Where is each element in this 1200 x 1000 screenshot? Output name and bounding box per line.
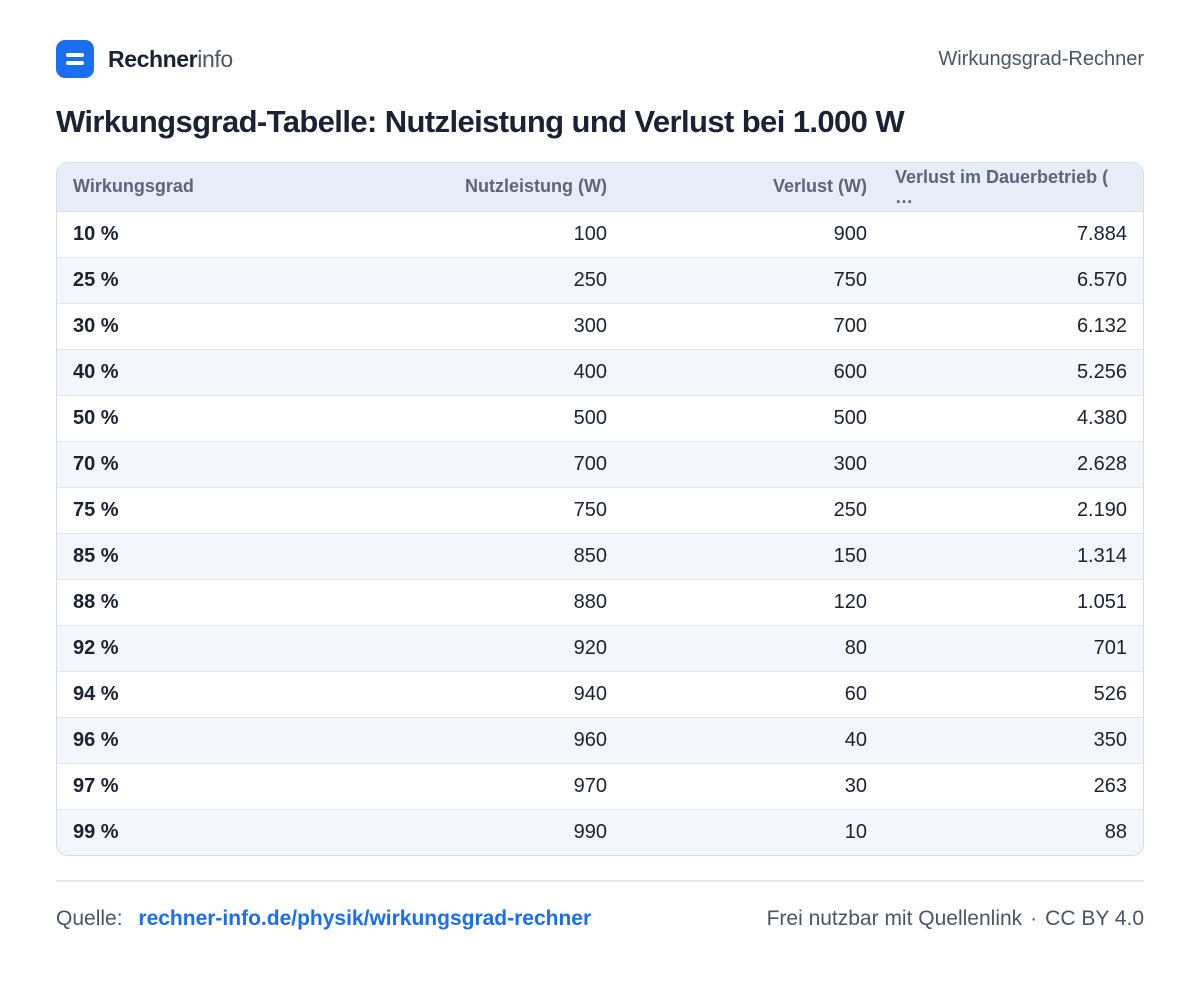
cell-continuous-loss: 6.132 bbox=[883, 303, 1143, 350]
cell-useful-power: 300 bbox=[327, 303, 623, 350]
cell-efficiency: 10 % bbox=[57, 211, 327, 258]
header-page-label: Wirkungsgrad-Rechner bbox=[938, 47, 1144, 70]
table-row: 96 % 960 40 350 bbox=[57, 717, 1143, 764]
cell-continuous-loss: 526 bbox=[883, 671, 1143, 718]
efficiency-table: Wirkungsgrad Nutzleistung (W) Verlust (W… bbox=[57, 163, 1143, 855]
cell-useful-power: 250 bbox=[327, 257, 623, 304]
license-name: CC BY 4.0 bbox=[1045, 907, 1144, 930]
table-row: 10 % 100 900 7.884 bbox=[57, 211, 1143, 258]
cell-efficiency: 40 % bbox=[57, 349, 327, 396]
table-row: 85 % 850 150 1.314 bbox=[57, 533, 1143, 580]
source: Quelle: rechner-info.de/physik/wirkungsg… bbox=[56, 907, 591, 931]
cell-continuous-loss: 2.190 bbox=[883, 487, 1143, 534]
table-row: 94 % 940 60 526 bbox=[57, 671, 1143, 718]
cell-continuous-loss: 6.570 bbox=[883, 257, 1143, 304]
cell-continuous-loss: 2.628 bbox=[883, 441, 1143, 488]
cell-loss: 120 bbox=[623, 579, 883, 626]
cell-efficiency: 50 % bbox=[57, 395, 327, 442]
cell-efficiency: 30 % bbox=[57, 303, 327, 350]
cell-continuous-loss: 4.380 bbox=[883, 395, 1143, 442]
cell-loss: 80 bbox=[623, 625, 883, 672]
cell-useful-power: 920 bbox=[327, 625, 623, 672]
column-header-useful-power: Nutzleistung (W) bbox=[327, 163, 623, 212]
cell-useful-power: 400 bbox=[327, 349, 623, 396]
table-body: 10 % 100 900 7.884 25 % 250 750 6.570 30 % 300 700… bbox=[57, 211, 1143, 855]
brand[interactable]: Rechnerinfo bbox=[56, 40, 233, 78]
source-label: Quelle: bbox=[56, 907, 123, 930]
cell-efficiency: 88 % bbox=[57, 579, 327, 626]
license-text: Frei nutzbar mit Quellenlink bbox=[766, 907, 1023, 930]
cell-loss: 250 bbox=[623, 487, 883, 534]
cell-efficiency: 97 % bbox=[57, 763, 327, 810]
cell-useful-power: 990 bbox=[573, 820, 607, 843]
cell-useful-power: 970 bbox=[327, 763, 623, 810]
table-row: 25 % 250 750 6.570 bbox=[57, 257, 1143, 304]
table-row: 99 % 990 10 88 bbox=[57, 809, 1143, 855]
cell-efficiency: 85 % bbox=[57, 533, 327, 580]
column-header-loss: Verlust (W) bbox=[623, 163, 883, 212]
cell-efficiency: 75 % bbox=[57, 487, 327, 534]
cell-loss: 700 bbox=[623, 303, 883, 350]
cell-loss: 10 bbox=[844, 820, 867, 843]
table-row: 92 % 920 80 701 bbox=[57, 625, 1143, 672]
table-row: 70 % 700 300 2.628 bbox=[57, 441, 1143, 488]
cell-useful-power: 750 bbox=[327, 487, 623, 534]
cell-useful-power: 500 bbox=[327, 395, 623, 442]
table-header-row: Wirkungsgrad Nutzleistung (W) Verlust (W… bbox=[57, 163, 1143, 212]
cell-continuous-loss: 263 bbox=[883, 763, 1143, 810]
cell-continuous-loss: 701 bbox=[883, 625, 1143, 672]
cell-continuous-loss: 350 bbox=[883, 717, 1143, 764]
cell-loss: 900 bbox=[623, 211, 883, 258]
column-header-continuous-loss: Verlust im Dauerbetrieb ( … bbox=[883, 163, 1143, 212]
brand-name-strong: Rechner bbox=[108, 45, 198, 72]
cell-useful-power: 700 bbox=[327, 441, 623, 488]
cell-efficiency: 94 % bbox=[57, 671, 327, 718]
license-separator: · bbox=[1030, 907, 1038, 930]
efficiency-table-container: Wirkungsgrad Nutzleistung (W) Verlust (W… bbox=[56, 162, 1144, 856]
cell-loss: 500 bbox=[623, 395, 883, 442]
footer-divider bbox=[56, 880, 1144, 882]
cell-useful-power: 960 bbox=[327, 717, 623, 764]
cell-loss: 60 bbox=[623, 671, 883, 718]
cell-efficiency: 99 % bbox=[73, 820, 119, 843]
cell-continuous-loss: 88 bbox=[1104, 820, 1127, 843]
cell-efficiency: 96 % bbox=[57, 717, 327, 764]
table-row: 50 % 500 500 4.380 bbox=[57, 395, 1143, 442]
cell-efficiency: 70 % bbox=[57, 441, 327, 488]
table-row: 40 % 400 600 5.256 bbox=[57, 349, 1143, 396]
table-row: 30 % 300 700 6.132 bbox=[57, 303, 1143, 350]
cell-loss: 40 bbox=[623, 717, 883, 764]
cell-continuous-loss: 7.884 bbox=[883, 211, 1143, 258]
cell-loss: 150 bbox=[623, 533, 883, 580]
cell-useful-power: 880 bbox=[327, 579, 623, 626]
logo-icon bbox=[56, 40, 94, 78]
brand-name: Rechnerinfo bbox=[108, 46, 233, 73]
cell-loss: 30 bbox=[623, 763, 883, 810]
brand-name-light: info bbox=[197, 45, 233, 72]
cell-useful-power: 850 bbox=[327, 533, 623, 580]
cell-loss: 750 bbox=[623, 257, 883, 304]
header: Rechnerinfo Wirkungsgrad-Rechner bbox=[56, 40, 1144, 78]
cell-continuous-loss: 5.256 bbox=[883, 349, 1143, 396]
cell-useful-power: 100 bbox=[327, 211, 623, 258]
table-row: 97 % 970 30 263 bbox=[57, 763, 1143, 810]
cell-loss: 300 bbox=[623, 441, 883, 488]
table-row: 88 % 880 120 1.051 bbox=[57, 579, 1143, 626]
cell-useful-power: 940 bbox=[327, 671, 623, 718]
page-title: Wirkungsgrad-Tabelle: Nutzleistung und V… bbox=[56, 104, 905, 139]
cell-efficiency: 92 % bbox=[57, 625, 327, 672]
source-link[interactable]: rechner-info.de/physik/wirkungsgrad-rech… bbox=[138, 907, 592, 930]
cell-efficiency: 25 % bbox=[57, 257, 327, 304]
cell-loss: 600 bbox=[623, 349, 883, 396]
column-header-efficiency: Wirkungsgrad bbox=[57, 163, 327, 212]
cell-continuous-loss: 1.314 bbox=[883, 533, 1143, 580]
footer: Quelle: rechner-info.de/physik/wirkungsg… bbox=[56, 904, 1144, 934]
cell-continuous-loss: 1.051 bbox=[883, 579, 1143, 626]
license-info: Frei nutzbar mit Quellenlink · CC BY 4.0 bbox=[767, 907, 1144, 931]
table-row: 75 % 750 250 2.190 bbox=[57, 487, 1143, 534]
